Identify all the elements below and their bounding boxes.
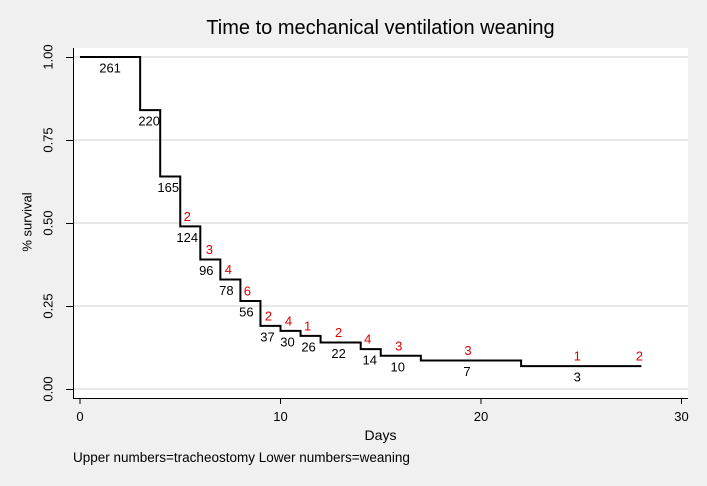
x-tick-label: 10 (273, 409, 287, 424)
x-axis-label: Days (364, 427, 397, 443)
weaning-count-label: 26 (301, 339, 315, 354)
tracheostomy-count-label: 1 (574, 349, 581, 364)
tracheostomy-count-label: 4 (364, 332, 371, 347)
tracheostomy-count-label: 1 (304, 318, 311, 333)
weaning-count-label: 22 (331, 346, 345, 361)
tracheostomy-count-label: 3 (206, 242, 213, 257)
weaning-count-label: 56 (239, 305, 253, 320)
x-tick-label: 20 (474, 409, 488, 424)
tracheostomy-count-label: 2 (335, 325, 342, 340)
weaning-count-label: 78 (219, 283, 233, 298)
y-tick-label: 0.25 (41, 293, 56, 318)
tracheostomy-count-label: 6 (244, 284, 251, 299)
weaning-count-label: 30 (280, 334, 294, 349)
tracheostomy-count-label: 3 (395, 338, 402, 353)
x-tick-label: 30 (674, 409, 688, 424)
weaning-count-label: 261 (99, 61, 121, 76)
weaning-count-label: 96 (199, 263, 213, 278)
weaning-count-label: 7 (463, 364, 470, 379)
y-tick-label: 0.00 (41, 376, 56, 401)
tracheostomy-count-label: 2 (636, 349, 643, 364)
y-tick-label: 0.50 (41, 210, 56, 235)
weaning-count-label: 124 (176, 230, 198, 245)
weaning-count-label: 14 (362, 353, 376, 368)
weaning-count-label: 10 (391, 359, 405, 374)
weaning-count-label: 37 (260, 329, 274, 344)
tracheostomy-count-label: 4 (225, 262, 232, 277)
tracheostomy-count-label: 2 (265, 308, 272, 323)
y-tick-label: 0.75 (41, 127, 56, 152)
survival-curve (80, 56, 642, 368)
y-tick-label: 1.00 (41, 44, 56, 69)
tracheostomy-count-label: 2 (184, 209, 191, 224)
weaning-count-label: 165 (157, 180, 179, 195)
weaning-count-label: 3 (574, 370, 581, 385)
x-tick-label: 0 (76, 409, 83, 424)
tracheostomy-count-label: 3 (464, 343, 471, 358)
chart-title: Time to mechanical ventilation weaning (206, 17, 555, 39)
tracheostomy-count-label: 4 (285, 313, 292, 328)
chart-footnote: Upper numbers=tracheostomy Lower numbers… (73, 450, 410, 465)
weaning-count-label: 220 (138, 114, 160, 129)
